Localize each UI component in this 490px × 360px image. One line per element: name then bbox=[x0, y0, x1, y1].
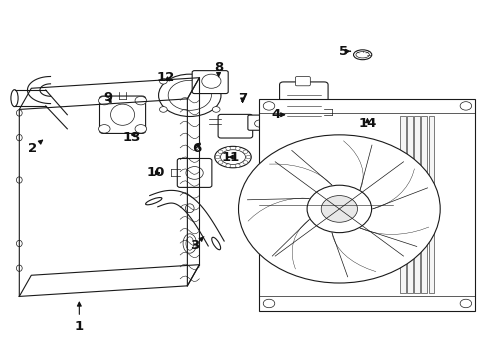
Text: 12: 12 bbox=[156, 71, 174, 84]
Text: 7: 7 bbox=[238, 93, 247, 105]
Circle shape bbox=[212, 78, 220, 84]
Circle shape bbox=[218, 161, 223, 164]
Ellipse shape bbox=[185, 204, 194, 213]
Ellipse shape bbox=[17, 240, 22, 247]
Circle shape bbox=[246, 155, 251, 159]
Text: 9: 9 bbox=[103, 91, 113, 104]
Circle shape bbox=[98, 125, 110, 133]
Circle shape bbox=[135, 96, 147, 105]
Circle shape bbox=[263, 299, 275, 308]
Ellipse shape bbox=[202, 74, 221, 88]
Ellipse shape bbox=[186, 237, 194, 250]
Ellipse shape bbox=[212, 237, 220, 250]
Circle shape bbox=[235, 147, 240, 150]
Circle shape bbox=[226, 147, 231, 150]
Circle shape bbox=[135, 125, 147, 133]
Text: 1: 1 bbox=[75, 302, 84, 333]
Text: 10: 10 bbox=[147, 166, 165, 179]
Ellipse shape bbox=[11, 90, 18, 107]
Circle shape bbox=[160, 107, 167, 112]
Circle shape bbox=[235, 164, 240, 167]
Text: 11: 11 bbox=[222, 150, 240, 163]
Circle shape bbox=[307, 185, 371, 233]
Bar bbox=[400, 117, 406, 293]
Ellipse shape bbox=[159, 74, 221, 117]
Text: 2: 2 bbox=[28, 140, 43, 155]
Text: 4: 4 bbox=[271, 108, 285, 121]
Bar bbox=[414, 117, 420, 293]
Ellipse shape bbox=[111, 104, 135, 125]
Ellipse shape bbox=[356, 51, 369, 58]
Ellipse shape bbox=[146, 198, 162, 205]
Circle shape bbox=[160, 78, 167, 84]
Bar bbox=[421, 117, 427, 293]
Circle shape bbox=[215, 155, 220, 159]
FancyBboxPatch shape bbox=[192, 71, 228, 94]
Circle shape bbox=[186, 167, 203, 179]
Bar bbox=[407, 117, 413, 293]
FancyBboxPatch shape bbox=[177, 158, 212, 188]
Circle shape bbox=[98, 96, 110, 105]
Bar bbox=[259, 99, 475, 311]
Circle shape bbox=[226, 164, 231, 167]
FancyBboxPatch shape bbox=[295, 77, 310, 86]
Circle shape bbox=[243, 161, 248, 164]
Circle shape bbox=[243, 150, 248, 153]
FancyBboxPatch shape bbox=[280, 82, 328, 130]
Ellipse shape bbox=[353, 50, 372, 60]
Text: 3: 3 bbox=[190, 237, 204, 252]
FancyBboxPatch shape bbox=[248, 115, 271, 130]
Ellipse shape bbox=[17, 110, 22, 116]
Text: 6: 6 bbox=[192, 142, 201, 155]
Ellipse shape bbox=[168, 80, 211, 110]
Ellipse shape bbox=[17, 177, 22, 183]
FancyBboxPatch shape bbox=[218, 114, 253, 138]
Ellipse shape bbox=[215, 147, 251, 168]
Text: 8: 8 bbox=[214, 60, 223, 77]
Circle shape bbox=[239, 135, 440, 283]
Text: 13: 13 bbox=[123, 131, 141, 144]
Circle shape bbox=[218, 150, 223, 153]
Ellipse shape bbox=[183, 234, 196, 253]
Text: 5: 5 bbox=[339, 45, 350, 58]
Ellipse shape bbox=[17, 265, 22, 271]
Bar bbox=[429, 117, 435, 293]
Circle shape bbox=[263, 102, 275, 110]
Text: 14: 14 bbox=[358, 117, 377, 130]
Circle shape bbox=[255, 120, 264, 127]
Ellipse shape bbox=[17, 135, 22, 141]
Circle shape bbox=[460, 299, 472, 308]
Circle shape bbox=[321, 195, 358, 222]
Circle shape bbox=[212, 107, 220, 112]
Ellipse shape bbox=[220, 150, 245, 165]
FancyBboxPatch shape bbox=[99, 96, 146, 134]
Circle shape bbox=[460, 102, 472, 110]
